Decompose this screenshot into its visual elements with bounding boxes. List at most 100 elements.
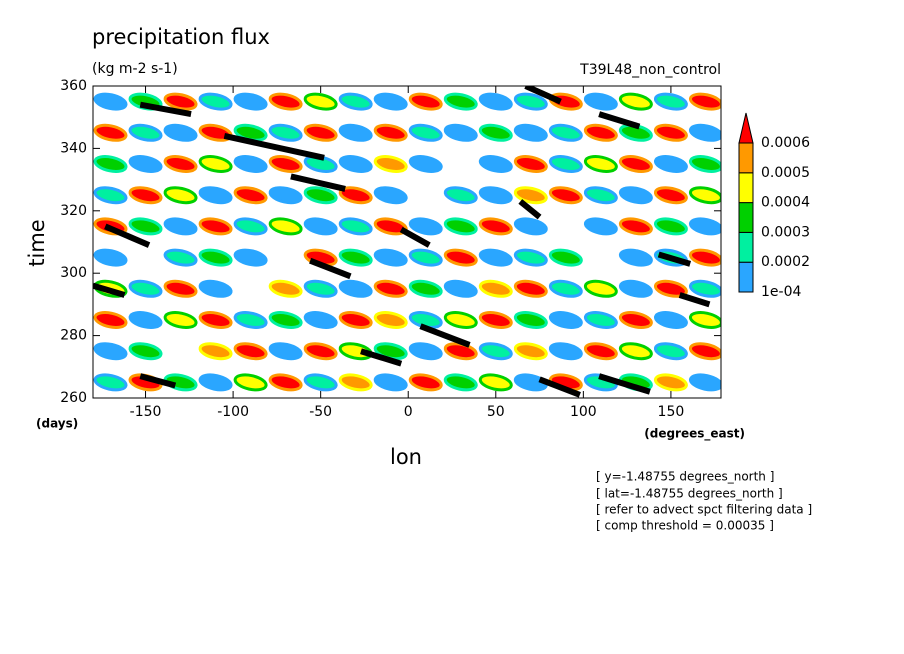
contour-cell	[408, 342, 443, 361]
contour-cell	[233, 217, 268, 236]
contour-cell	[688, 279, 721, 298]
contour-cell	[513, 123, 548, 142]
contour-cell	[163, 123, 198, 142]
contour-cell	[513, 342, 548, 361]
y-tick-label: 320	[60, 203, 87, 219]
contour-cell	[268, 342, 303, 361]
colorbar-label: 0.0002	[761, 254, 810, 270]
contour-cell	[373, 186, 408, 205]
contour-cell	[128, 186, 163, 205]
note: [ comp threshold = 0.00035 ]	[596, 519, 774, 533]
contour-cell	[338, 186, 373, 205]
contour-cell	[163, 311, 198, 329]
contour-cell	[93, 186, 128, 205]
track	[518, 199, 542, 220]
contour-cell	[338, 217, 373, 236]
y-tick-label: 360	[60, 78, 87, 94]
contour-cell	[198, 92, 233, 111]
contour-cell	[303, 217, 338, 236]
contour-cell	[408, 92, 443, 111]
contour-cell	[513, 217, 548, 236]
colorbar-box	[738, 142, 754, 174]
contour-cell	[373, 92, 408, 111]
contour-cell	[268, 155, 303, 173]
contour-cell	[268, 186, 303, 205]
contour-cell	[653, 342, 688, 361]
colorbar-label: 1e-04	[761, 284, 801, 300]
contour-cell	[513, 92, 548, 111]
x-tick-label: 100	[570, 404, 597, 420]
contour-cell	[303, 373, 338, 392]
y-tick-label: 300	[60, 265, 87, 281]
track	[309, 257, 352, 280]
contour-cell	[513, 155, 548, 173]
contour-cell	[583, 155, 618, 173]
colorbar-box	[738, 231, 754, 263]
contour-cell	[618, 342, 653, 361]
contour-cell	[618, 186, 653, 205]
colorbar-label: 0.0006	[761, 135, 810, 151]
contour-cell	[408, 279, 443, 298]
x-axis-units: (degrees_east)	[644, 427, 745, 442]
x-tick-label: -100	[217, 404, 249, 420]
contour-cell	[688, 248, 721, 267]
track	[93, 282, 126, 298]
contour-cell	[268, 92, 303, 111]
colorbar-box	[738, 172, 754, 204]
contour-cell	[198, 279, 233, 298]
contour-cell	[303, 92, 338, 111]
contour-cell	[688, 373, 721, 392]
contour-cell	[93, 155, 128, 173]
contour-cell	[583, 217, 618, 236]
contour-cell	[653, 186, 688, 205]
track	[139, 101, 192, 118]
contour-cell	[128, 311, 163, 329]
contour-cell	[443, 373, 478, 392]
contour-cell	[408, 155, 443, 173]
contour-cell	[373, 279, 408, 298]
contour-cell	[653, 92, 688, 111]
contour-cell	[548, 248, 583, 267]
note: [ lat=-1.48755 degrees_north ]	[596, 487, 783, 501]
contour-cell	[303, 186, 338, 205]
contour-cell	[93, 248, 128, 267]
x-tick-label: -50	[309, 404, 332, 420]
y-axis-label: time	[25, 219, 49, 266]
contour-cell	[128, 279, 163, 298]
contour-cell	[198, 373, 233, 392]
contour-cell	[128, 217, 163, 236]
contour-cell	[443, 279, 478, 298]
contour-cell	[338, 155, 373, 173]
contour-cell	[163, 217, 198, 236]
contour-cell	[688, 186, 721, 205]
x-tick-label: -150	[130, 404, 162, 420]
contour-cell	[443, 248, 478, 267]
contour-cell	[653, 373, 688, 392]
contour-cell	[303, 279, 338, 298]
contour-cell	[163, 92, 198, 111]
contour-cell	[583, 92, 618, 111]
contour-cell	[373, 155, 408, 173]
contour-cell	[303, 123, 338, 142]
contour-cell	[548, 123, 583, 142]
contour-cell	[478, 342, 513, 361]
contour-cell	[478, 373, 513, 392]
contour-cell	[198, 123, 233, 142]
x-tick-label: 150	[658, 404, 685, 420]
notes: [ y=-1.48755 degrees_north ] [ lat=-1.48…	[596, 470, 812, 533]
contour-cell	[163, 186, 198, 205]
contour-cell	[338, 248, 373, 267]
contour-cell	[373, 311, 408, 329]
contour-cell	[583, 311, 618, 329]
contour-cell	[443, 123, 478, 142]
contour-cell	[688, 92, 721, 111]
contour-cell	[478, 123, 513, 142]
contour-cell	[268, 123, 303, 142]
contour-cell	[653, 123, 688, 142]
colorbar-label: 0.0003	[761, 224, 810, 240]
contour-cell	[478, 155, 513, 173]
contour-cell	[93, 373, 128, 392]
contour-cell	[198, 186, 233, 205]
contour-cell	[513, 311, 548, 329]
